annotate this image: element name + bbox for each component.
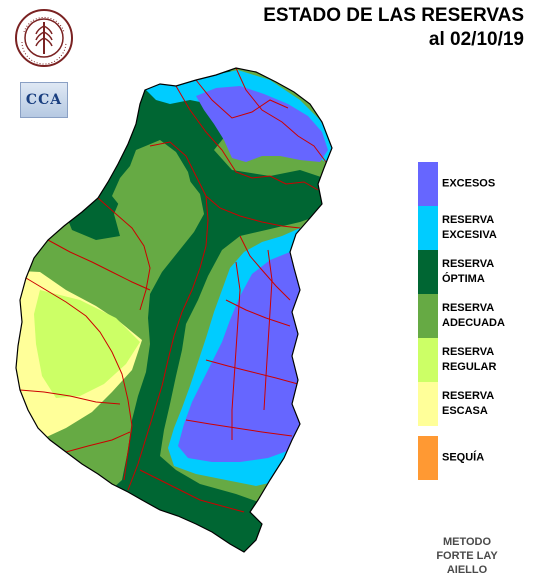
legend-label-adecuada-line1: RESERVA	[442, 302, 495, 314]
legend-label-excesiva: RESERVA EXCESIVA	[442, 213, 497, 243]
legend-swatch-excesiva	[418, 206, 438, 250]
legend-label-sequia-line1: SEQUÍA	[442, 451, 485, 464]
department-borders	[19, 68, 327, 513]
legend-swatch-excesos	[418, 162, 438, 206]
zone-regular	[34, 290, 140, 398]
legend-item-excesiva: RESERVA EXCESIVA	[418, 206, 538, 250]
legend-label-escasa-line2: ESCASA	[442, 405, 488, 417]
cca-logo: CCA	[20, 82, 68, 118]
province-map	[15, 67, 333, 553]
legend-swatch-sequia	[418, 436, 438, 480]
legend-swatch-regular	[418, 338, 438, 382]
legend-label-regular: RESERVA REGULAR	[442, 345, 496, 375]
legend-label-regular-line1: RESERVA	[442, 346, 495, 358]
method-note: METODO FORTE LAY AIELLO	[422, 535, 512, 577]
legend-label-excesos-line1: EXCESOS	[442, 177, 496, 190]
cca-logo-text: CCA	[25, 92, 63, 108]
legend-swatch-adecuada	[418, 294, 438, 338]
method-line-3: AIELLO	[446, 564, 488, 576]
legend-label-excesiva-line1: RESERVA	[442, 214, 495, 226]
legend-item-optima: RESERVA ÓPTIMA	[418, 250, 538, 294]
legend-label-adecuada: RESERVA ADECUADA	[442, 301, 505, 331]
legend-label-regular-line2: REGULAR	[442, 361, 497, 373]
title-date: al 02/10/19	[428, 29, 524, 50]
legend-label-adecuada-line2: ADECUADA	[442, 317, 505, 329]
legend-swatch-optima	[418, 250, 438, 294]
legend-label-sequia: SEQUÍA	[442, 451, 484, 466]
legend-label-optima-line1: RESERVA	[442, 258, 495, 270]
legend-label-excesiva-line2: EXCESIVA	[442, 229, 497, 241]
method-line-1: METODO	[442, 536, 492, 548]
bolsa-cereales-seal-icon	[15, 9, 73, 67]
zone-excesos-north	[196, 86, 328, 162]
legend-item-sequia: SEQUÍA	[418, 436, 538, 480]
legend-label-optima: RESERVA ÓPTIMA	[442, 257, 494, 287]
method-line-2: FORTE LAY	[436, 550, 498, 562]
legend-label-escasa: RESERVA ESCASA	[442, 389, 494, 419]
legend-swatch-escasa	[418, 382, 438, 426]
legend-label-escasa-line1: RESERVA	[442, 390, 495, 402]
legend-item-excesos: EXCESOS	[418, 162, 538, 206]
legend-item-regular: RESERVA REGULAR	[418, 338, 538, 382]
zone-optima	[64, 68, 332, 552]
bolsa-cereales-logo	[14, 8, 74, 68]
legend-label-optima-line2: ÓPTIMA	[442, 273, 485, 285]
title-line-1: ESTADO DE LAS RESERVAS	[263, 5, 524, 26]
legend-item-escasa: RESERVA ESCASA	[418, 382, 538, 426]
map-title: ESTADO DE LAS RESERVAS al 02/10/19	[263, 4, 524, 52]
legend-label-excesos: EXCESOS	[442, 177, 495, 192]
legend-item-adecuada: RESERVA ADECUADA	[418, 294, 538, 338]
zone-adecuada-island	[112, 140, 194, 262]
